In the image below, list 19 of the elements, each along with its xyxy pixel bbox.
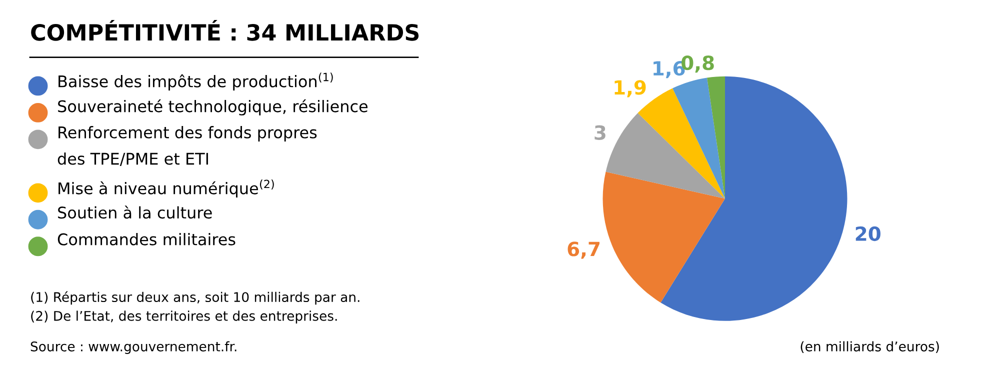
legend-label: Renforcement des fonds propres des TPE/PME et ETI (58, 126, 317, 166)
legend-label: Mise à niveau numérique$^{(2)}$ (58, 180, 274, 198)
legend-label: Souveraineté technologique, résilience (58, 99, 368, 116)
pie-slice (602, 172, 725, 303)
pie-slice (706, 76, 725, 199)
chart-title: COMPÉTITIVITÉ : 34 MILLIARDS (31, 20, 419, 41)
data-label: 1,9 (614, 80, 646, 98)
source-note: Source : www.gouvernement.fr. (30, 341, 236, 354)
legend-label: Soutien à la culture (58, 206, 212, 219)
text: (1) Répartis sur deux ans, soit 10 milliards par an. (31, 291, 360, 305)
pie-slice (672, 78, 725, 199)
data-label: 20 (856, 226, 880, 242)
text: (2) De l’Etat, des territoires et des entreprises. (31, 310, 337, 324)
legend-label: Commandes militaires (58, 233, 236, 246)
legend-label: Baisse des impôts de production$^{(1)}$ (58, 72, 333, 90)
pie-slice (606, 113, 725, 199)
data-label: 3 (594, 125, 606, 140)
text: (en milliards d’euros) (800, 341, 939, 353)
data-label: 6,7 (568, 242, 600, 259)
